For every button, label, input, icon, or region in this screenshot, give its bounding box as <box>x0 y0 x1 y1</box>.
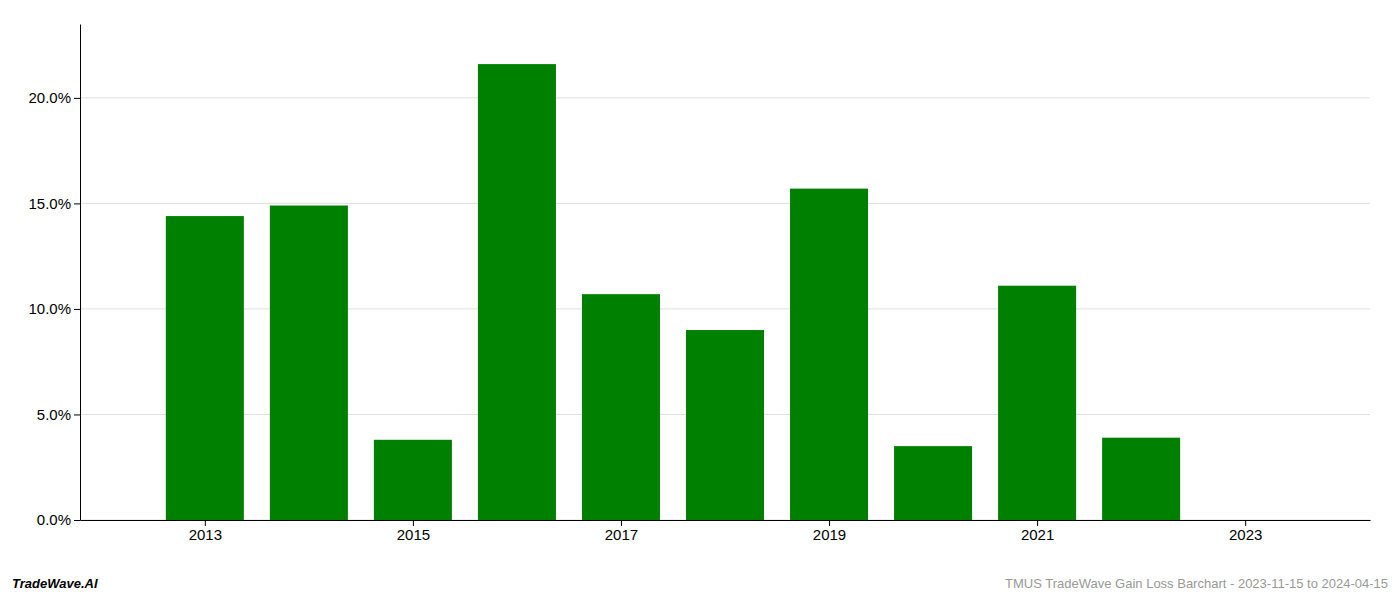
x-tick: 2015 <box>397 520 430 543</box>
grid <box>80 98 1370 520</box>
bar <box>582 294 660 520</box>
y-tick: 0.0% <box>37 511 80 528</box>
y-tick: 10.0% <box>28 300 80 317</box>
bar <box>166 216 244 520</box>
x-axis: 2013 2015 2017 2019 2021 2023 <box>81 520 1371 543</box>
chart: 2013 2015 2017 2019 2021 2023 0.0% 5.0% 10.0% 15.… <box>0 0 1400 600</box>
y-tick-label: 15.0% <box>28 195 71 212</box>
x-tick-label: 2023 <box>1229 526 1262 543</box>
bar <box>1102 438 1180 520</box>
y-axis-line <box>80 25 81 521</box>
y-tick-label: 5.0% <box>37 406 71 423</box>
footer-left: TradeWave.AI <box>12 576 98 591</box>
y-tick-label: 20.0% <box>28 89 71 106</box>
y-tick-mark <box>74 203 80 204</box>
grid-line <box>80 97 1370 98</box>
bar <box>1206 520 1284 521</box>
bar <box>998 286 1076 520</box>
bars <box>166 64 1180 520</box>
y-tick-label: 10.0% <box>28 300 71 317</box>
y-tick-mark <box>74 414 80 415</box>
x-tick: 2021 <box>1021 520 1054 543</box>
y-tick: 15.0% <box>28 195 80 212</box>
x-axis-line <box>81 520 1371 521</box>
x-tick-label: 2017 <box>605 526 638 543</box>
grid-line <box>80 203 1370 204</box>
y-tick-mark <box>74 98 80 99</box>
bar <box>790 189 868 520</box>
footer-right: TMUS TradeWave Gain Loss Barchart - 2023… <box>1005 576 1388 591</box>
y-tick: 5.0% <box>37 406 80 423</box>
y-tick-mark <box>74 309 80 310</box>
x-tick-label: 2015 <box>397 526 430 543</box>
y-axis: 0.0% 5.0% 10.0% 15.0% 20.0% <box>28 25 80 529</box>
bar <box>894 446 972 520</box>
x-tick-label: 2019 <box>813 526 846 543</box>
x-tick-label: 2021 <box>1021 526 1054 543</box>
bar <box>686 330 764 520</box>
x-tick: 2017 <box>605 520 638 543</box>
bar <box>478 64 556 520</box>
bar <box>270 206 348 520</box>
x-tick: 2023 <box>1229 520 1262 543</box>
x-tick: 2013 <box>189 520 222 543</box>
y-tick-mark <box>74 520 80 521</box>
y-tick-label: 0.0% <box>37 511 71 528</box>
x-tick: 2019 <box>813 520 846 543</box>
bar <box>374 440 452 520</box>
x-tick-label: 2013 <box>189 526 222 543</box>
y-tick: 20.0% <box>28 89 80 106</box>
